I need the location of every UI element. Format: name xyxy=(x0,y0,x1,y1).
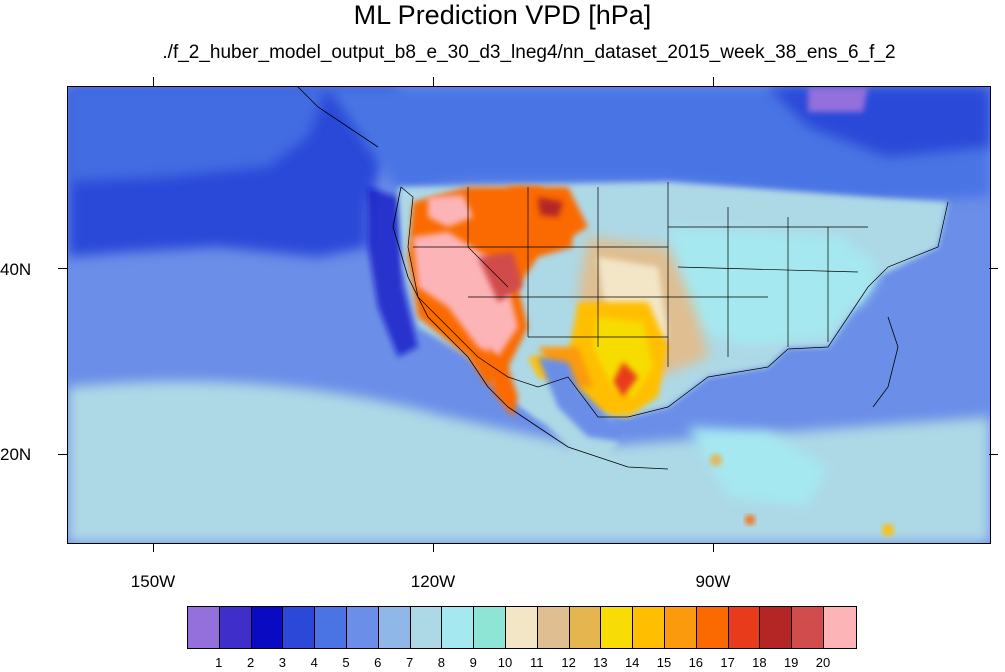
colorbar-swatch xyxy=(283,607,316,648)
colorbar-label: 12 xyxy=(561,655,576,670)
colorbar-swatch xyxy=(569,607,602,648)
colorbar-label: 11 xyxy=(530,655,544,670)
lat-tick-right xyxy=(989,454,998,455)
lat-tick-left xyxy=(58,268,67,269)
colorbar-swatch xyxy=(537,607,570,648)
lon-label-150w: 150W xyxy=(130,572,176,591)
colorbar-label: 7 xyxy=(405,655,414,670)
colorbar-swatch xyxy=(792,607,824,648)
coastal-strip xyxy=(368,187,418,357)
colorbar-swatch xyxy=(378,607,411,648)
vpd-colorbar xyxy=(187,606,857,649)
lat-label-40n: 40N xyxy=(0,260,32,279)
colorbar-label: 18 xyxy=(752,655,767,670)
lat-label-20n: 20N xyxy=(0,445,32,464)
colorbar-label: 15 xyxy=(656,655,672,670)
coastlines xyxy=(297,87,899,470)
lon-label-120w: 120W xyxy=(410,572,456,591)
colorbar-label: 5 xyxy=(342,655,350,670)
colorbar-swatch xyxy=(505,607,538,648)
colorbar-label: 19 xyxy=(783,655,799,670)
colorbar-label: 14 xyxy=(624,655,640,670)
colorbar-swatch xyxy=(760,607,793,648)
colorbar-label: 16 xyxy=(688,655,704,670)
colorbar-label: 17 xyxy=(720,655,735,670)
lon-tick-top xyxy=(713,77,714,86)
colorbar-label: 9 xyxy=(469,655,477,670)
southern-sea xyxy=(68,381,990,543)
vpd-field xyxy=(68,87,990,543)
colorbar-label: 20 xyxy=(815,655,831,670)
colorbar-swatch xyxy=(696,607,729,648)
colorbar-swatch xyxy=(633,607,665,648)
colorbar-swatch xyxy=(601,607,634,648)
lat-tick-right xyxy=(989,268,998,269)
colorbar-swatch xyxy=(315,607,347,648)
colorbar-swatch xyxy=(346,607,379,648)
colorbar-label: 10 xyxy=(497,655,513,670)
colorbar-swatch xyxy=(442,607,475,648)
lon-tick xyxy=(433,543,434,552)
vpd-map xyxy=(67,86,991,544)
colorbar-swatch xyxy=(728,607,761,648)
colorbar-label: 3 xyxy=(278,655,287,670)
colorbar-swatch xyxy=(219,607,252,648)
colorbar-swatch xyxy=(474,607,506,648)
lon-tick-top xyxy=(153,77,154,86)
lon-tick xyxy=(153,543,154,552)
map-subtitle: ./f_2_huber_model_output_b8_e_30_d3_lneg… xyxy=(162,42,896,63)
lon-tick xyxy=(713,543,714,552)
colorbar-label: 4 xyxy=(310,655,318,670)
page-title: ML Prediction VPD [hPa] xyxy=(353,0,652,30)
lat-tick-left xyxy=(58,454,67,455)
lon-label-90w: 90W xyxy=(695,572,731,591)
colorbar-swatch xyxy=(410,607,443,648)
colorbar-label: 2 xyxy=(246,655,255,670)
colorbar-label: 6 xyxy=(374,655,382,670)
colorbar-swatch xyxy=(823,607,856,648)
colorbar-label: 8 xyxy=(437,655,446,670)
lon-tick-top xyxy=(433,77,434,86)
colorbar-swatch xyxy=(188,607,220,648)
colorbar-swatch xyxy=(664,607,697,648)
colorbar-swatch xyxy=(251,607,284,648)
state-boundaries xyxy=(400,182,949,418)
colorbar-label: 13 xyxy=(593,655,608,670)
colorbar-label: 1 xyxy=(215,655,223,670)
